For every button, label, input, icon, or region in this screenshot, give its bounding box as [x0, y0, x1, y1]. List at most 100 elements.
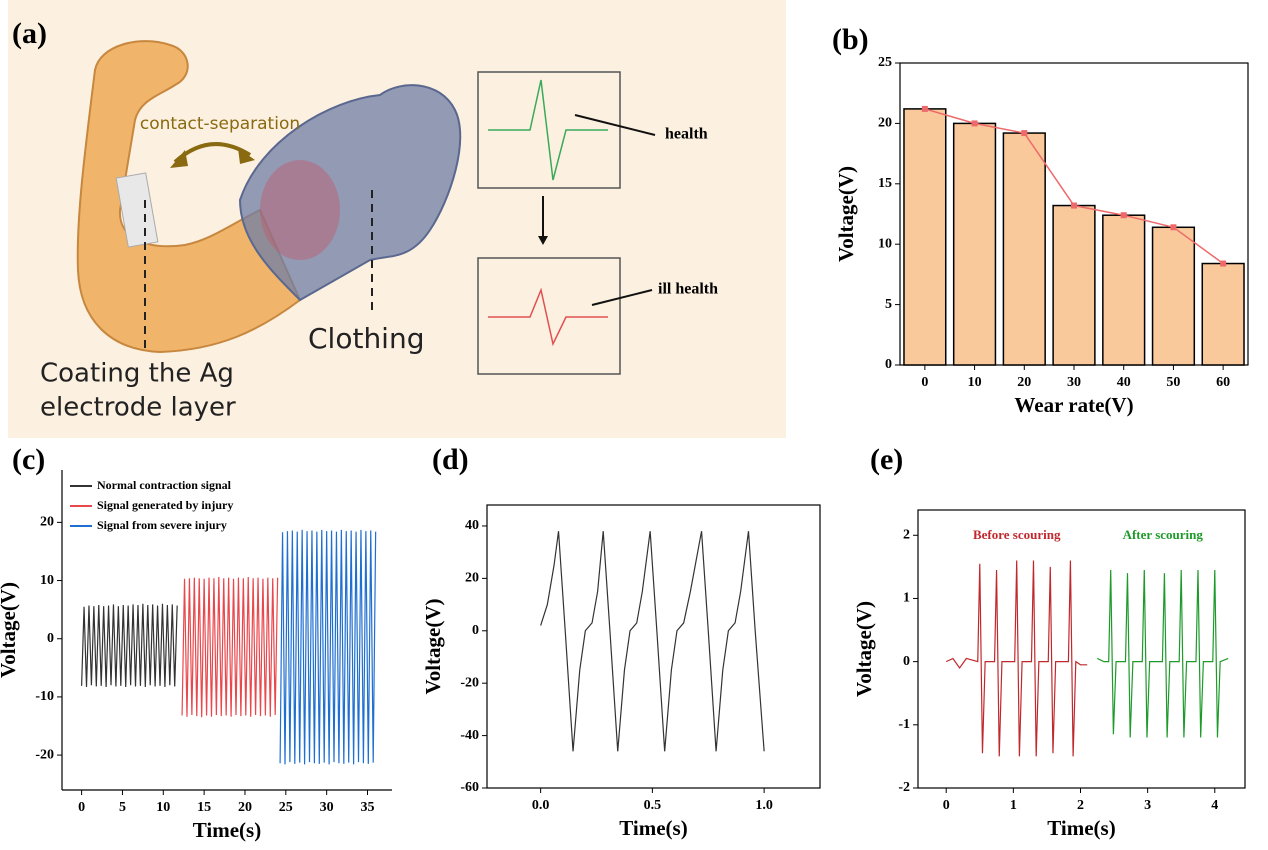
y-axis-label: Voltage(V) [852, 601, 876, 697]
bar [1151, 226, 1196, 366]
legend-label: Before scouring [973, 527, 1061, 542]
series-line [945, 560, 1088, 757]
y-tick-label: 25 [878, 55, 892, 70]
y-tick-label: -1 [898, 717, 910, 732]
marker [971, 120, 978, 127]
panel-label: (a) [12, 17, 47, 50]
x-tick-label: 60 [1216, 375, 1230, 390]
motion-label: contact-separation [140, 114, 300, 134]
y-tick-label: 1 [903, 591, 910, 606]
y-tick-label: -60 [460, 780, 479, 795]
y-tick-label: 0 [903, 654, 910, 669]
illustration: contact-separation Coating the Ag electr… [8, 0, 786, 438]
electrode-label: electrode layer [40, 393, 236, 423]
marker [1071, 202, 1077, 209]
pointer [591, 289, 653, 306]
x-tick-label: 35 [360, 800, 374, 815]
y-tick-label: 10 [878, 236, 892, 251]
marker [1170, 224, 1177, 231]
y-tick-label: 10 [40, 573, 54, 588]
y-tick-label: 20 [40, 515, 54, 530]
marker [1220, 260, 1227, 267]
muscle [260, 160, 340, 260]
series-line [540, 531, 765, 752]
electrode-patch [115, 172, 159, 248]
series-line [81, 603, 178, 688]
x-tick-label: 1 [1010, 798, 1017, 813]
y-axis-label: Voltage(V) [834, 166, 858, 262]
y-tick-label: 40 [465, 518, 479, 533]
x-tick-label: 0 [921, 375, 928, 390]
y-tick-label: 15 [878, 176, 892, 191]
bar [1102, 214, 1146, 366]
panel-label: (d) [432, 443, 469, 476]
flow-arrow-head [538, 236, 548, 245]
bar [952, 122, 997, 366]
arm [76, 40, 302, 354]
bar [1201, 262, 1245, 366]
x-tick-label: 2 [1077, 798, 1084, 813]
legend-label: Normal contraction signal [97, 478, 232, 492]
x-tick-label: 15 [197, 800, 211, 815]
x-axis-label: Time(s) [193, 818, 261, 842]
y-tick-label: 5 [885, 297, 892, 312]
motion-arrow-heads [170, 148, 255, 168]
y-tick-label: -40 [460, 728, 479, 743]
panel-label: (e) [870, 443, 903, 476]
legend-label: Signal generated by injury [97, 498, 233, 512]
plot-frame [917, 509, 1246, 789]
marker [1021, 130, 1028, 137]
legend-label: After scouring [1123, 527, 1204, 542]
series-line [279, 529, 377, 765]
y-tick-label: 20 [465, 571, 479, 586]
x-tick-label: 30 [1067, 375, 1081, 390]
marker [1120, 212, 1127, 219]
x-axis-label: Time(s) [1047, 816, 1115, 840]
x-tick-label: 20 [1017, 375, 1031, 390]
signal-label: health [665, 126, 708, 143]
x-tick-label: 4 [1211, 798, 1218, 813]
x-tick-label: 10 [968, 375, 982, 390]
clothing-shape [238, 84, 462, 302]
x-axis-label: Time(s) [619, 816, 687, 840]
y-axis-label: Voltage(V) [0, 582, 20, 678]
y-tick-label: -10 [35, 689, 54, 704]
y-tick-label: -20 [460, 675, 479, 690]
x-axis-label: Wear rate(V) [1014, 393, 1133, 417]
y-axis-label: Voltage(V) [421, 598, 445, 694]
series-line [181, 577, 279, 718]
marker [921, 105, 928, 112]
x-tick-label: 25 [279, 800, 293, 815]
signal-label: ill health [658, 281, 718, 298]
panel-label: (c) [12, 443, 45, 476]
plot-frame [486, 504, 821, 789]
y-tick-label: 0 [47, 631, 54, 646]
x-tick-label: 0.5 [644, 798, 662, 813]
y-tick-label: 2 [903, 527, 910, 542]
x-tick-label: 40 [1117, 375, 1131, 390]
pointer [574, 114, 656, 136]
y-tick-label: -2 [898, 780, 910, 795]
x-tick-label: 30 [320, 800, 334, 815]
x-tick-label: 0 [943, 798, 950, 813]
signal-box [477, 257, 621, 375]
x-tick-label: 5 [119, 800, 126, 815]
bar [1002, 132, 1046, 366]
bar [1052, 204, 1096, 366]
legend-label: Signal from severe injury [97, 518, 227, 532]
y-tick-label: 20 [878, 116, 892, 131]
bar [903, 108, 947, 366]
series-line [1097, 570, 1229, 738]
x-tick-label: 10 [156, 800, 170, 815]
y-tick-label: 0 [472, 623, 479, 638]
signal-wave [488, 79, 608, 181]
x-tick-label: 0.0 [532, 798, 550, 813]
clothing-label: Clothing [308, 322, 424, 355]
x-tick-label: 20 [238, 800, 252, 815]
electrode-label: Coating the Ag [40, 359, 234, 389]
y-tick-label: 0 [885, 357, 892, 372]
y-tick-label: -20 [35, 747, 54, 762]
x-tick-label: 1.0 [755, 798, 773, 813]
x-tick-label: 0 [78, 800, 85, 815]
